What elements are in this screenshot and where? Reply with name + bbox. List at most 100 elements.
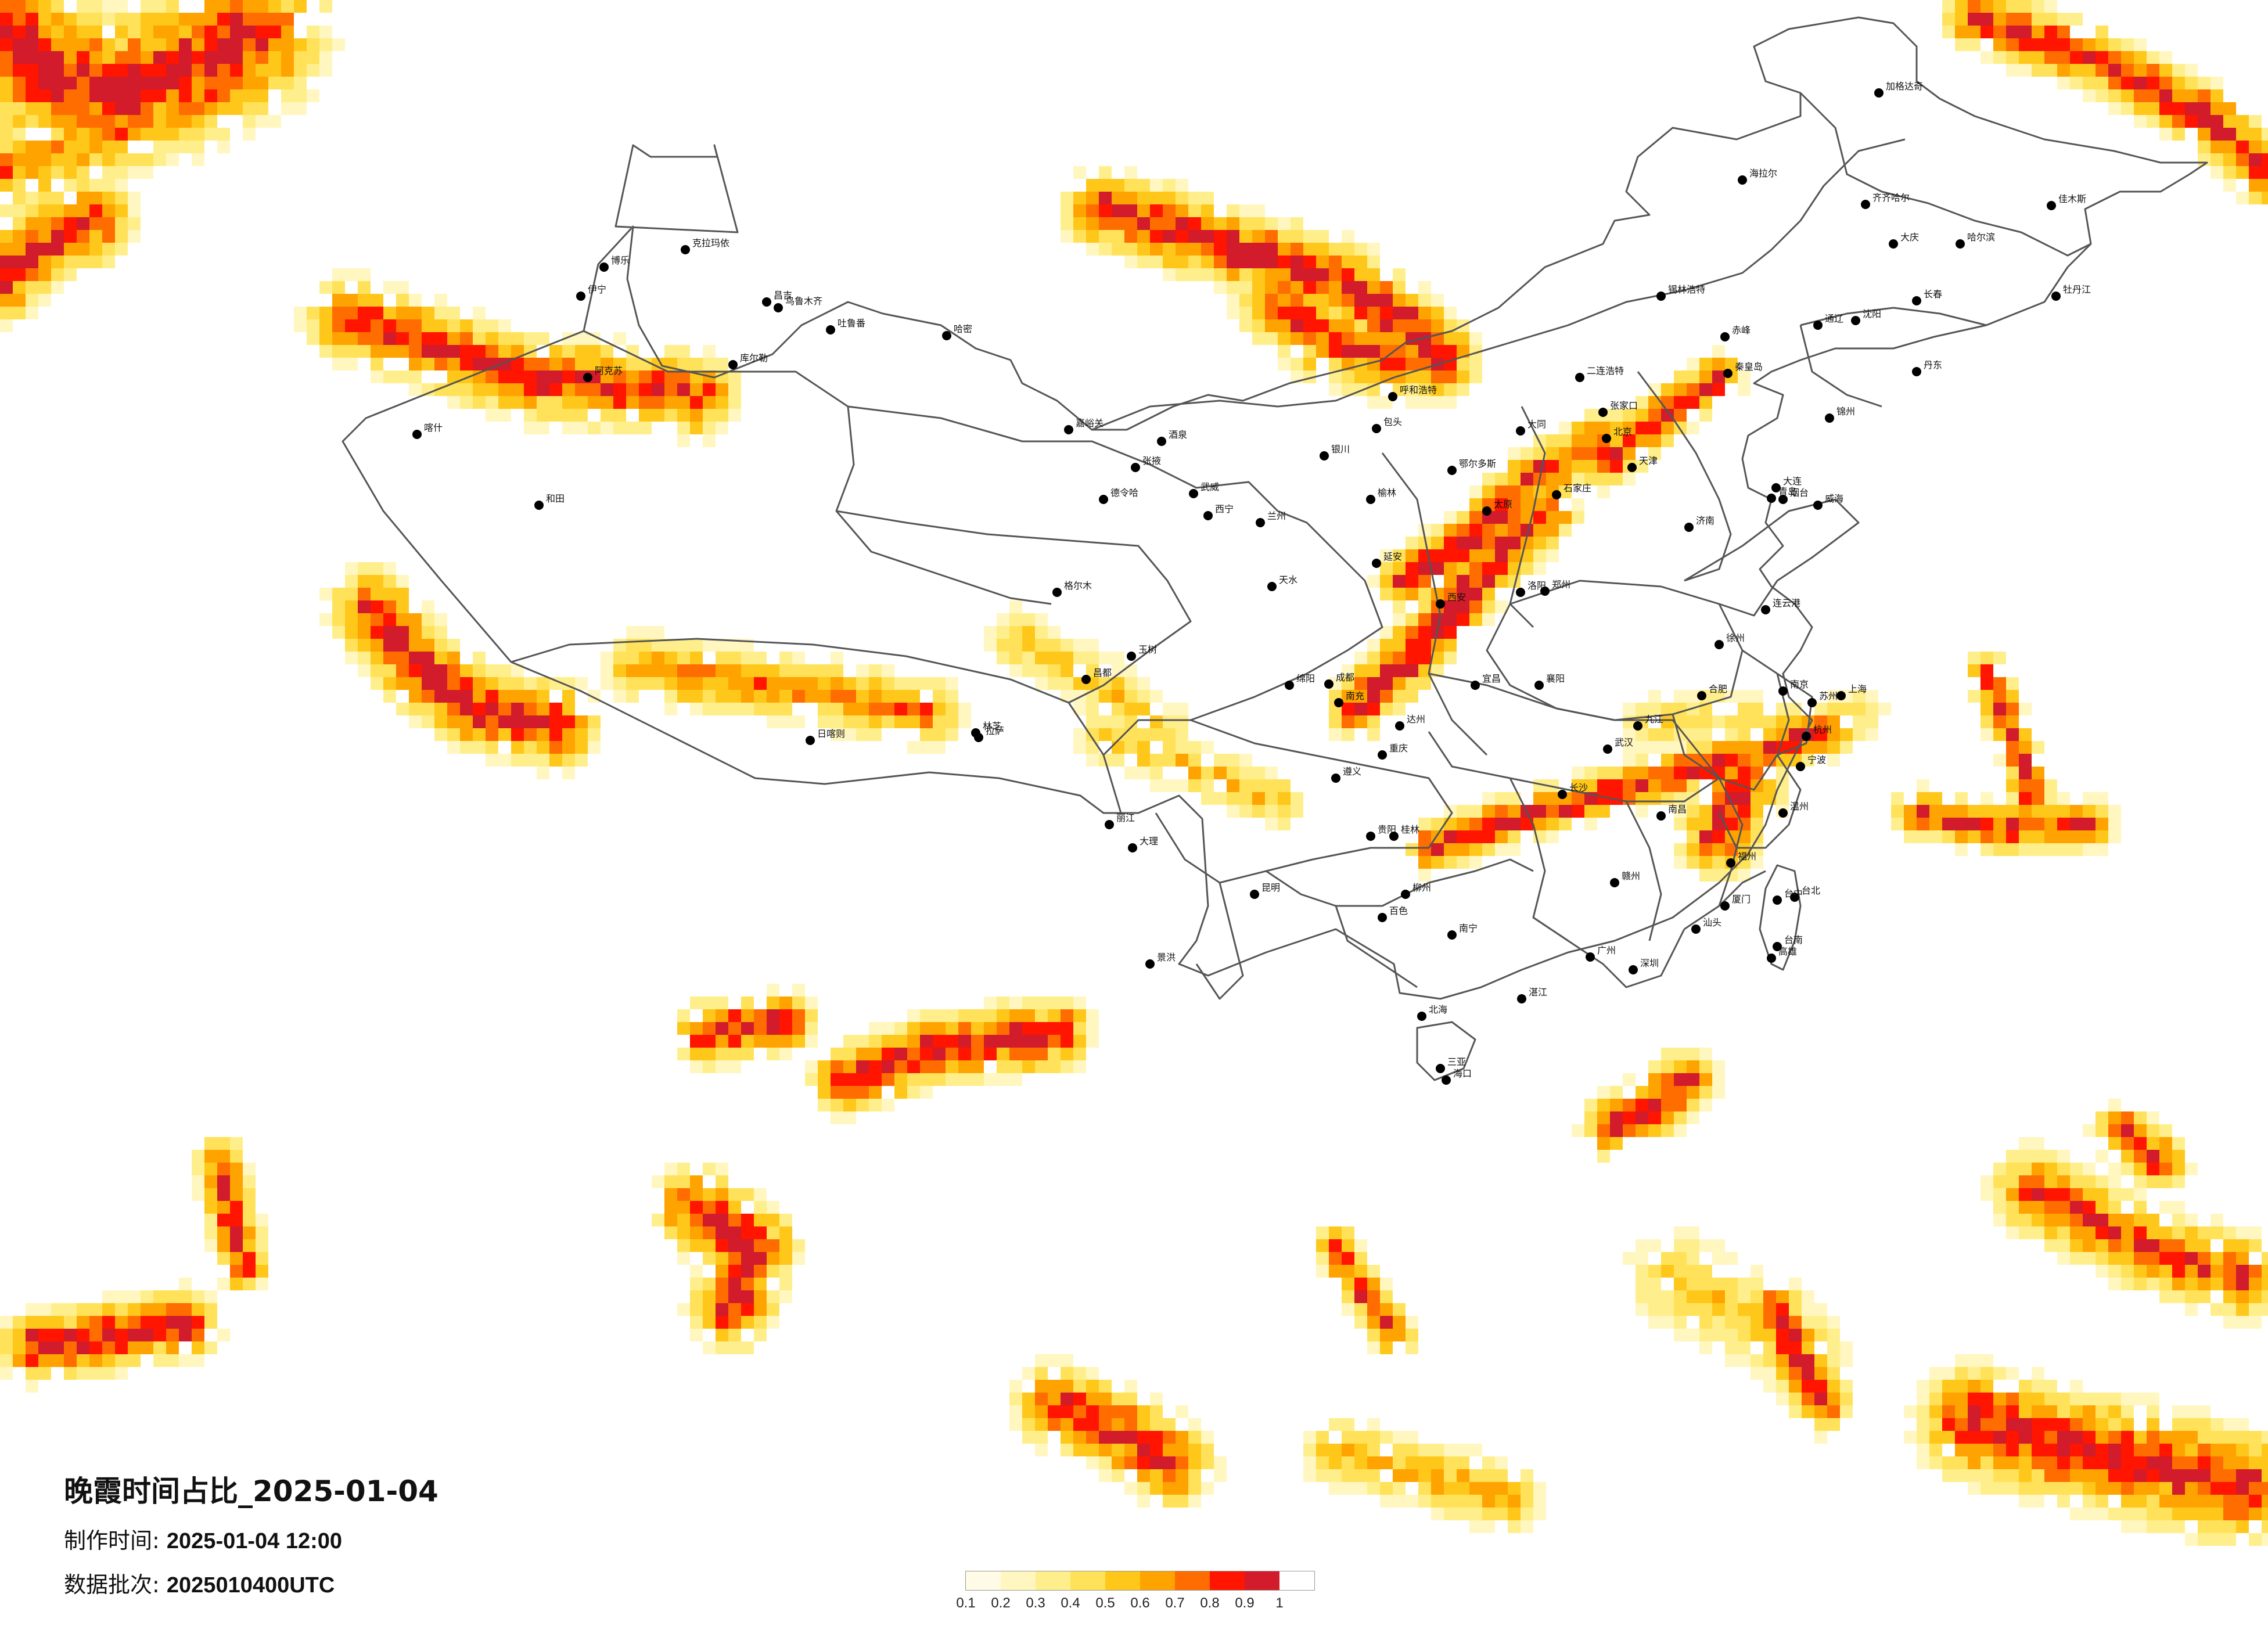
- city-marker: 林芝: [971, 721, 1001, 738]
- city-label: 锦州: [1836, 406, 1855, 417]
- city-dot: [1250, 890, 1259, 899]
- city-marker: 广州: [1586, 945, 1616, 962]
- jilin-liaoning-border: [1799, 307, 1987, 408]
- legend-swatch: [1070, 1571, 1105, 1590]
- city-marker: 三亚: [1436, 1056, 1466, 1073]
- city-marker: 南京: [1778, 679, 1809, 696]
- city-marker: 遵义: [1331, 766, 1361, 783]
- city-marker: 台中: [1773, 888, 1803, 905]
- city-dot: [1813, 501, 1823, 510]
- city-marker: 太原: [1482, 499, 1512, 516]
- city-label: 厦门: [1732, 894, 1751, 905]
- city-marker: 成都: [1324, 672, 1354, 689]
- city-marker: 克拉玛依: [681, 238, 729, 254]
- city-dot: [1436, 1064, 1445, 1073]
- city-label: 长沙: [1569, 782, 1588, 793]
- city-dot: [1447, 466, 1457, 475]
- city-label: 鄂尔多斯: [1459, 458, 1496, 469]
- city-marker: 北京: [1602, 426, 1632, 443]
- city-marker: 库尔勒: [728, 352, 768, 369]
- city-marker: 阿克苏: [583, 365, 623, 382]
- city-label: 海口: [1453, 1068, 1472, 1079]
- city-marker: 洛阳: [1516, 580, 1546, 597]
- city-marker: 深圳: [1629, 958, 1659, 974]
- city-marker: 海拉尔: [1738, 168, 1777, 185]
- city-label: 西宁: [1215, 503, 1234, 515]
- city-marker: 鄂尔多斯: [1447, 458, 1496, 475]
- city-marker: 高雄: [1767, 946, 1797, 963]
- city-dot: [1851, 316, 1860, 325]
- city-label: 哈密: [954, 323, 972, 334]
- city-marker: 齐齐哈尔: [1861, 192, 1910, 209]
- taiwan-island: [1759, 864, 1802, 971]
- color-legend: 0.1 0.2 0.3 0.4 0.5 0.6 0.7 0.8 0.9 1: [956, 1571, 1315, 1611]
- city-dot: [1802, 732, 1811, 741]
- city-dot: [1761, 605, 1770, 614]
- city-label: 锡林浩特: [1668, 284, 1705, 295]
- city-dot: [1629, 965, 1638, 974]
- city-marker: 绵阳: [1285, 673, 1315, 690]
- city-marker: 北海: [1417, 1004, 1447, 1021]
- city-dot: [1145, 959, 1155, 969]
- city-label: 和田: [546, 493, 565, 504]
- city-label: 阿克苏: [595, 365, 623, 376]
- city-marker: 柳州: [1401, 882, 1431, 899]
- city-marker: 温州: [1778, 801, 1809, 818]
- map-title: 晚霞时间占比_2025-01-04: [64, 1474, 438, 1508]
- province-borders: [342, 16, 2208, 1081]
- city-label: 威海: [1825, 493, 1843, 504]
- legend-tick-label: 0.9: [1235, 1595, 1255, 1611]
- city-marker: 长沙: [1558, 782, 1588, 799]
- city-dot: [1081, 675, 1091, 684]
- city-marker: 西安: [1436, 592, 1466, 609]
- city-label: 台中: [1784, 888, 1803, 899]
- city-dot: [2051, 292, 2061, 301]
- city-dot: [1715, 640, 1724, 649]
- city-marker: 锦州: [1825, 406, 1855, 423]
- city-marker: 喀什: [412, 422, 443, 439]
- city-marker: 榆林: [1366, 487, 1396, 504]
- legend-swatch: [1001, 1571, 1036, 1590]
- city-dot: [1099, 495, 1108, 504]
- city-marker: 杭州: [1802, 724, 1832, 741]
- city-marker: 九江: [1633, 714, 1663, 731]
- city-label: 榆林: [1378, 487, 1396, 498]
- city-label: 青岛: [1778, 486, 1797, 497]
- city-dot: [1447, 930, 1457, 940]
- city-dot: [1627, 463, 1637, 472]
- city-label: 牡丹江: [2063, 284, 2091, 295]
- city-dot: [1778, 686, 1788, 696]
- city-marker: 汕头: [1691, 917, 1721, 934]
- city-dot: [1771, 483, 1781, 492]
- city-dot: [1267, 582, 1277, 591]
- city-dot: [1656, 292, 1666, 301]
- city-label: 赤峰: [1732, 325, 1751, 336]
- city-dot: [1586, 952, 1595, 962]
- city-label: 延安: [1383, 551, 1402, 562]
- china-outline: [342, 16, 2208, 1000]
- city-dot: [942, 331, 951, 340]
- city-marker: 沈阳: [1851, 308, 1881, 325]
- city-marker: 德令哈: [1099, 487, 1138, 504]
- city-label: 大同: [1527, 419, 1546, 430]
- city-label: 银川: [1331, 444, 1350, 455]
- city-label: 林芝: [983, 721, 1001, 732]
- city-dot: [534, 501, 544, 510]
- production-time-label: 制作时间:: [64, 1528, 160, 1553]
- hebei-border: [1637, 371, 1732, 582]
- city-dot: [1738, 175, 1747, 185]
- city-label: 日喀则: [817, 728, 845, 739]
- city-dot: [1912, 367, 1921, 376]
- city-marker: 吐鲁番: [826, 318, 865, 334]
- city-marker: 张掖: [1131, 455, 1161, 472]
- city-label: 库尔勒: [740, 352, 768, 364]
- legend-swatch: [1036, 1571, 1070, 1590]
- city-dot: [681, 245, 690, 254]
- city-label: 佳木斯: [2058, 193, 2086, 204]
- city-dot: [806, 736, 815, 745]
- city-dot: [1633, 721, 1642, 731]
- city-marker: 昌吉: [762, 290, 792, 307]
- legend-tick-label: 0.4: [1061, 1595, 1080, 1611]
- city-marker: 济南: [1684, 515, 1715, 532]
- city-label: 海拉尔: [1749, 168, 1777, 179]
